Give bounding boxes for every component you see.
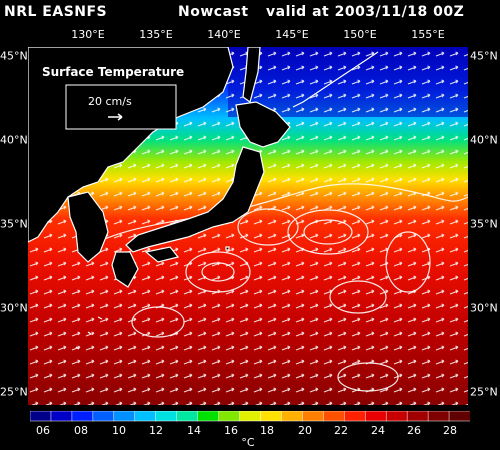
product-type: Nowcast	[178, 4, 249, 20]
colorbar-tick-06: 06	[36, 424, 50, 437]
lon-label-130: 130°E	[71, 28, 105, 41]
hokkaido	[235, 101, 291, 148]
vector-scale-label: 20 cm/s	[88, 95, 132, 108]
colorbar-cell	[155, 411, 178, 422]
sakhalin	[242, 47, 261, 103]
colorbar-cell	[30, 411, 52, 422]
lon-label-140: 140°E	[207, 28, 241, 41]
lat-label-30-right: 30°N	[470, 301, 498, 315]
colorbar-cell	[323, 411, 346, 422]
variable-label: Surface Temperature	[42, 65, 184, 79]
lat-label-25-right: 25°N	[470, 385, 498, 399]
colorbar-unit: °C	[241, 436, 255, 449]
ryukyu-islands	[75, 316, 103, 350]
colorbar-cell	[364, 411, 387, 422]
sst-map: Surface Temperature 20 cm/s	[28, 47, 468, 405]
korean-peninsula	[67, 191, 109, 263]
colorbar-cell	[176, 411, 199, 422]
lon-label-135: 135°E	[139, 28, 173, 41]
colorbar-cell	[197, 411, 220, 422]
colorbar-tick-28: 28	[443, 424, 457, 437]
kyushu	[111, 251, 139, 288]
colorbar-cell	[427, 411, 450, 422]
colorbar-tick-12: 12	[149, 424, 163, 437]
lat-label-45-left: 45°N	[0, 49, 28, 63]
colorbar-cell	[71, 411, 94, 422]
valid-time: valid at 2003/11/18 00Z	[266, 4, 465, 20]
colorbar-cell	[281, 411, 304, 422]
colorbar-tick-16: 16	[224, 424, 238, 437]
lat-label-40-right: 40°N	[470, 133, 498, 147]
colorbar-tick-14: 14	[187, 424, 201, 437]
colorbar-cell	[50, 411, 73, 422]
lat-label-35-left: 35°N	[0, 217, 28, 231]
colorbar-cell	[92, 411, 115, 422]
colorbar-tick-24: 24	[371, 424, 385, 437]
shikoku	[144, 246, 180, 263]
colorbar-tick-08: 08	[74, 424, 88, 437]
lat-label-35-right: 35°N	[470, 217, 498, 231]
model-name: NRL EASNFS	[4, 4, 108, 20]
lon-label-155: 155°E	[411, 28, 445, 41]
colorbar-cell	[385, 411, 408, 422]
kuril-islands	[292, 51, 379, 108]
colorbar-tick-26: 26	[407, 424, 421, 437]
lon-label-145: 145°E	[275, 28, 309, 41]
lat-label-45-right: 45°N	[470, 49, 498, 63]
colorbar-cell	[239, 411, 262, 422]
colorbar-cell	[218, 411, 241, 422]
colorbar-cell	[406, 411, 429, 422]
colorbar-tick-22: 22	[334, 424, 348, 437]
vector-scale-arrow	[108, 113, 123, 121]
colorbar-cell	[134, 411, 157, 422]
colorbar-cell	[448, 411, 470, 422]
colorbar-cell	[344, 411, 366, 422]
izu-islands	[225, 246, 230, 251]
colorbar-tick-20: 20	[298, 424, 312, 437]
lat-label-40-left: 40°N	[0, 133, 28, 147]
colorbar-cell	[260, 411, 283, 422]
lat-label-30-left: 30°N	[0, 301, 28, 315]
eddy-swirls	[77, 183, 468, 392]
honshu	[125, 146, 265, 253]
colorbar-tick-10: 10	[112, 424, 126, 437]
vector-scale-box: 20 cm/s	[65, 84, 177, 130]
lat-label-25-left: 25°N	[0, 385, 28, 399]
colorbar-tick-18: 18	[260, 424, 274, 437]
surface-temperature-legend: Surface Temperature	[36, 59, 186, 83]
colorbar-cell	[113, 411, 136, 422]
lon-label-150: 150°E	[343, 28, 377, 41]
temperature-colorbar	[30, 411, 470, 422]
colorbar-cell	[302, 411, 325, 422]
